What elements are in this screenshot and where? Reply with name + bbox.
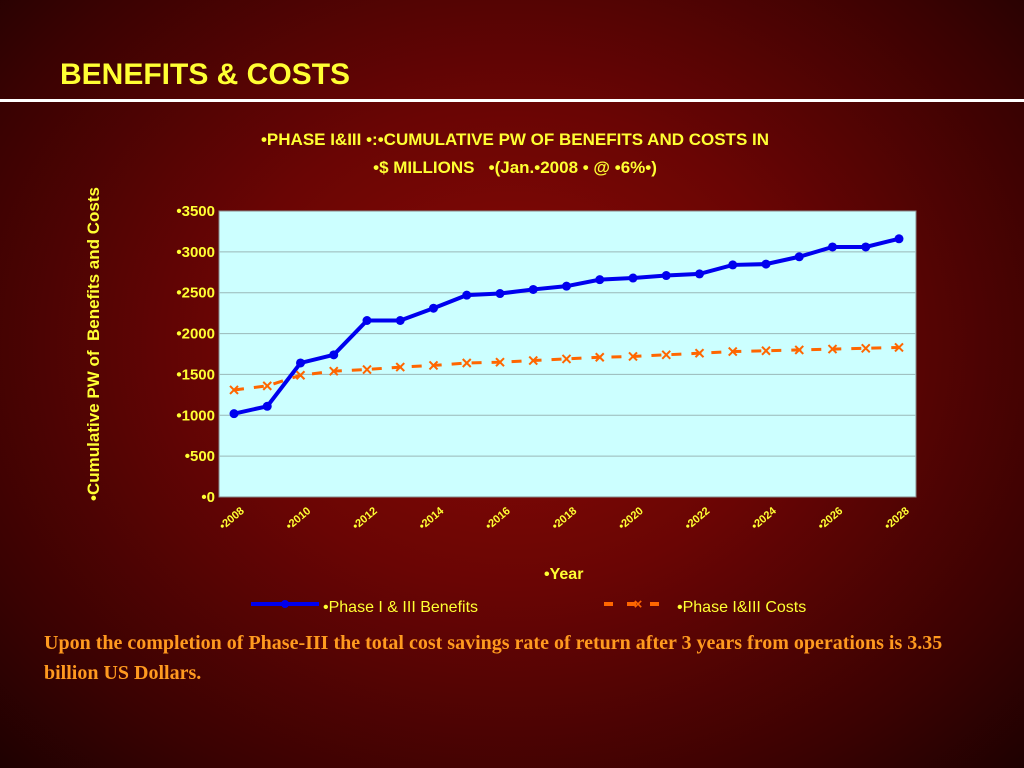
x-tick-label: •2026 xyxy=(816,505,845,532)
costs-point xyxy=(462,358,472,368)
y-tick-label: •0 xyxy=(201,489,215,506)
y-tick-label: •2500 xyxy=(176,285,215,302)
legend-costs-label: •Phase I&III Costs xyxy=(677,599,807,616)
y-tick-label: •3500 xyxy=(176,203,215,220)
benefits-point xyxy=(628,273,638,283)
benefits-point xyxy=(262,401,272,411)
costs-point xyxy=(395,362,405,372)
x-axis-ticks: •2008 •2010 •2012 •2014 •2016 •2018 •2020 •2022… xyxy=(217,504,911,532)
costs-point xyxy=(628,351,638,362)
legend-costs-marker: × xyxy=(634,596,643,613)
x-tick-label: •2008 xyxy=(217,505,246,532)
benefits-point xyxy=(761,259,771,269)
y-tick-label: •1000 xyxy=(176,407,215,424)
x-tick-label: •2014 xyxy=(417,504,447,532)
costs-point xyxy=(295,370,306,380)
benefits-point xyxy=(728,260,738,270)
benefits-point xyxy=(894,234,904,244)
x-tick-label: •2028 xyxy=(882,505,911,532)
costs-point xyxy=(495,357,505,367)
benefits-point xyxy=(462,290,472,300)
benefits-point xyxy=(495,289,505,299)
chart-title-line-2: •$ MILLIONS •(Jan.•2008 • @ •6%•) xyxy=(373,158,657,177)
benefits-point xyxy=(794,252,804,262)
benefits-point xyxy=(695,269,704,279)
benefits-point xyxy=(595,275,605,285)
x-tick-label: •2010 xyxy=(284,505,313,532)
x-axis-label: •Year xyxy=(544,566,584,583)
x-tick-label: •2020 xyxy=(616,505,645,532)
benefits-point xyxy=(429,303,438,313)
x-tick-label: •2012 xyxy=(350,505,379,532)
costs-point xyxy=(561,354,572,364)
costs-point xyxy=(894,342,904,353)
x-tick-label: •2018 xyxy=(550,505,579,532)
x-tick-label: •2022 xyxy=(683,505,712,532)
benefits-point xyxy=(362,315,372,325)
x-tick-label: •2024 xyxy=(749,504,779,532)
costs-point xyxy=(229,385,239,395)
benefits-point xyxy=(528,284,538,294)
benefits-point xyxy=(828,242,837,252)
costs-point xyxy=(761,346,771,356)
x-tick-label: •2016 xyxy=(483,505,512,532)
series-layer xyxy=(229,234,904,419)
legend-benefits-label: •Phase I & III Benefits xyxy=(323,599,479,616)
costs-point xyxy=(728,346,738,357)
costs-point xyxy=(694,348,705,358)
benefits-point xyxy=(229,409,239,419)
costs-point xyxy=(528,355,538,366)
summary-caption: Upon the completion of Phase-III the tot… xyxy=(44,632,943,684)
slide-title: BENEFITS & COSTS xyxy=(60,58,351,91)
benefits-point xyxy=(661,271,671,281)
benefits-point xyxy=(861,242,871,252)
costs-point xyxy=(262,381,272,391)
benefits-point xyxy=(329,350,339,360)
y-tick-label: •500 xyxy=(185,448,215,465)
legend: × xyxy=(251,596,672,613)
chart-title-line-1: •PHASE I&III •:•CUMULATIVE PW OF BENEFIT… xyxy=(260,130,770,149)
y-tick-label: •2000 xyxy=(176,326,215,343)
costs-point xyxy=(595,352,605,362)
y-tick-label: •3000 xyxy=(176,244,215,261)
costs-point xyxy=(329,366,339,376)
costs-point xyxy=(827,344,838,354)
y-axis-ticks: •0 •500 •1000 •1500 •2000 •2500 •3000 •3500 xyxy=(176,203,215,506)
legend-benefits-marker xyxy=(281,600,289,608)
benefits-point xyxy=(395,315,405,325)
gridlines xyxy=(219,251,916,457)
costs-point xyxy=(661,350,671,360)
costs-point xyxy=(794,345,804,355)
y-tick-label: •1500 xyxy=(176,366,215,383)
benefits-point xyxy=(296,358,305,368)
costs-point xyxy=(362,364,372,375)
costs-point xyxy=(428,360,439,371)
costs-point xyxy=(861,343,871,353)
title-divider xyxy=(0,99,1024,102)
benefits-point xyxy=(562,281,571,291)
chart-title: •PHASE I&III •:•CUMULATIVE PW OF BENEFIT… xyxy=(160,126,870,182)
